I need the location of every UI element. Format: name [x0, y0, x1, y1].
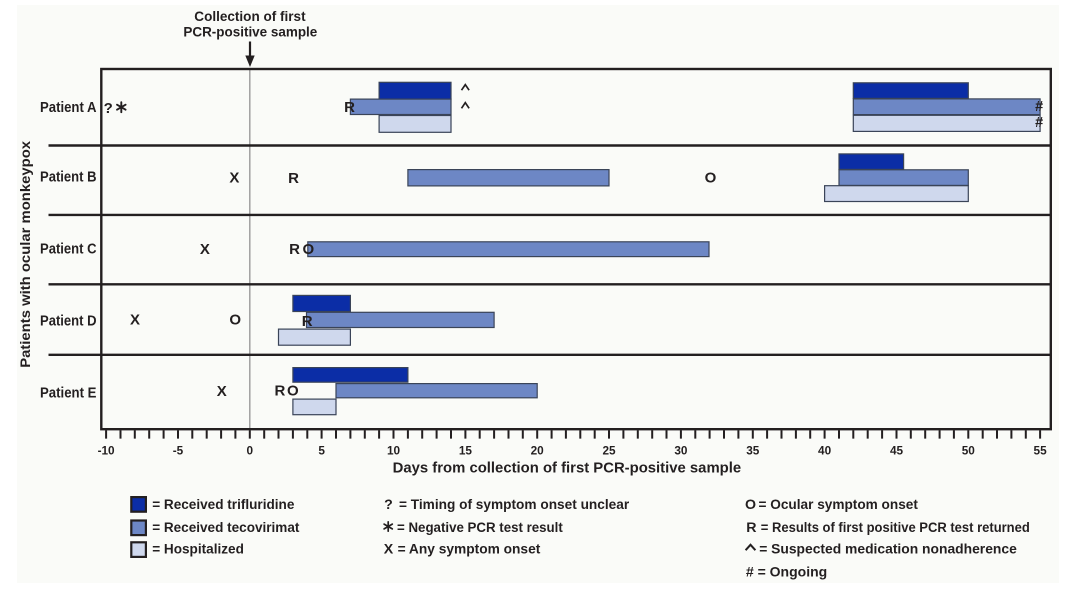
svg-text:-5: -5	[173, 443, 184, 457]
svg-text:#: #	[746, 565, 754, 581]
svg-text:R: R	[302, 313, 313, 330]
svg-text:5: 5	[318, 443, 325, 457]
svg-text:55: 55	[1034, 443, 1048, 457]
svg-text:Patient D: Patient D	[40, 314, 97, 330]
svg-text:O: O	[302, 241, 314, 258]
svg-text:#: #	[1035, 115, 1043, 131]
svg-text:?: ?	[384, 497, 393, 513]
svg-text:-10: -10	[98, 443, 115, 457]
svg-text:= Results of first positive PC: = Results of first positive PCR test ret…	[761, 520, 1030, 536]
svg-text:?: ?	[104, 100, 113, 117]
svg-text:Patient C: Patient C	[40, 242, 97, 258]
svg-text:Days from collection of first: Days from collection of first PCR-positi…	[393, 460, 742, 477]
svg-text:Patients with ocular monkeypox: Patients with ocular monkeypox	[18, 140, 33, 367]
svg-text:X: X	[384, 542, 394, 558]
svg-text:Patient A: Patient A	[40, 100, 97, 116]
svg-text:45: 45	[890, 443, 904, 457]
svg-text:20: 20	[531, 443, 545, 457]
svg-text:= Ongoing: = Ongoing	[758, 565, 828, 581]
svg-text:10: 10	[387, 443, 401, 457]
svg-text:30: 30	[674, 443, 688, 457]
svg-text:X: X	[130, 311, 140, 328]
svg-text:X: X	[229, 169, 239, 186]
svg-text:= Received trifluridine: = Received trifluridine	[152, 497, 294, 513]
svg-text:40: 40	[818, 443, 832, 457]
svg-text:PCR-positive sample: PCR-positive sample	[183, 24, 317, 39]
svg-text:O: O	[287, 383, 299, 400]
svg-text:X: X	[217, 383, 227, 400]
svg-text:R: R	[288, 170, 299, 187]
svg-text:R: R	[344, 99, 355, 116]
svg-text:35: 35	[746, 443, 760, 457]
svg-text:= Ocular symptom onset: = Ocular symptom onset	[759, 497, 919, 513]
svg-text:15: 15	[459, 443, 473, 457]
svg-text:= Suspected medication nonadhe: = Suspected medication nonadherence	[759, 542, 1017, 558]
svg-text:= Timing of symptom onset uncl: = Timing of symptom onset unclear	[399, 497, 630, 513]
svg-text:= Negative PCR test result: = Negative PCR test result	[397, 520, 563, 536]
svg-text:O: O	[745, 497, 756, 513]
svg-text:50: 50	[962, 443, 976, 457]
svg-text:Patient B: Patient B	[40, 170, 97, 186]
svg-text:R: R	[746, 520, 756, 536]
svg-text:R: R	[289, 241, 300, 258]
svg-text:O: O	[705, 170, 717, 187]
svg-text:25: 25	[602, 443, 616, 457]
svg-text:R: R	[274, 383, 285, 400]
svg-text:= Received tecovirimat: = Received tecovirimat	[152, 520, 299, 536]
svg-text:#: #	[1035, 99, 1043, 115]
svg-text:= Hospitalized: = Hospitalized	[152, 542, 244, 558]
svg-text:Patient E: Patient E	[40, 386, 97, 402]
svg-text:Collection of first: Collection of first	[194, 9, 306, 24]
svg-text:= Any symptom onset: = Any symptom onset	[398, 542, 541, 558]
svg-text:0: 0	[247, 443, 254, 457]
svg-text:X: X	[200, 241, 210, 258]
svg-text:O: O	[229, 312, 241, 329]
